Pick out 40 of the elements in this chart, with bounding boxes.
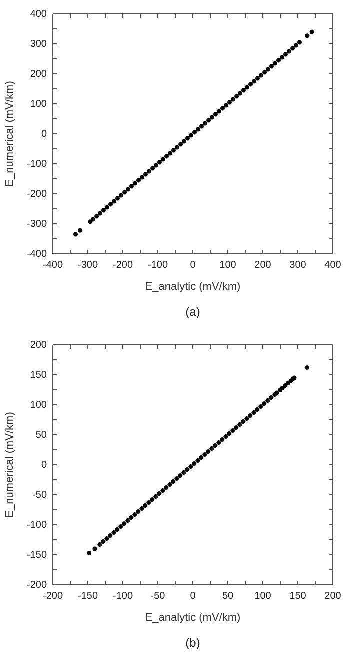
y-tick-label: -200 bbox=[26, 189, 48, 200]
y-tick-label: 0 bbox=[41, 460, 48, 472]
y-tick-label: 300 bbox=[30, 39, 48, 50]
text: (a) bbox=[186, 305, 200, 319]
x-tick-label: -50 bbox=[150, 591, 166, 602]
y-tick-label: -100 bbox=[26, 159, 48, 170]
x-tick-label: -200 bbox=[112, 260, 134, 272]
y-tick-label: -400 bbox=[26, 249, 48, 260]
x-tick-label: 200 bbox=[324, 591, 342, 602]
x-tick-label: -300 bbox=[78, 260, 98, 272]
y-tick-label: 100 bbox=[30, 99, 48, 110]
y-tick-label: -200 bbox=[26, 580, 48, 592]
x-tick-label: 100 bbox=[220, 260, 237, 272]
y-tick-label: 200 bbox=[30, 340, 48, 352]
y-tick-label: -150 bbox=[26, 550, 48, 562]
x-axis-title: E_analytic (mV/km) bbox=[145, 281, 241, 293]
y-axis-title: E_numerical (mV/km) bbox=[4, 81, 16, 187]
x-tick-label: 50 bbox=[222, 591, 234, 602]
text: (b) bbox=[186, 636, 200, 650]
y-tick-label: 0 bbox=[41, 129, 48, 140]
x-tick-label: 100 bbox=[254, 591, 272, 602]
y-tick-label: 200 bbox=[30, 69, 48, 80]
x-tick-label: 0 bbox=[190, 591, 196, 602]
x-tick-label: 300 bbox=[290, 260, 307, 272]
x-tick-label: 0 bbox=[190, 260, 196, 272]
y-tick-label: 150 bbox=[30, 370, 48, 382]
x-tick-label: -100 bbox=[148, 260, 168, 272]
x-tick-label: -100 bbox=[112, 591, 134, 602]
x-tick-label: -150 bbox=[78, 591, 98, 602]
y-tick-label: 50 bbox=[36, 430, 48, 442]
x-axis-title: E_analytic (mV/km) bbox=[145, 612, 241, 624]
x-tick-label: 200 bbox=[254, 260, 272, 272]
y-tick-label: -50 bbox=[32, 490, 48, 502]
y-tick-label: -100 bbox=[26, 520, 48, 532]
y-tick-label: 100 bbox=[30, 400, 48, 412]
y-axis-title: E_numerical (mV/km) bbox=[4, 412, 16, 518]
x-tick-label: 150 bbox=[290, 591, 307, 602]
y-tick-label: -300 bbox=[26, 219, 48, 230]
x-tick-label: 400 bbox=[324, 260, 342, 272]
y-tick-label: 400 bbox=[30, 9, 48, 20]
